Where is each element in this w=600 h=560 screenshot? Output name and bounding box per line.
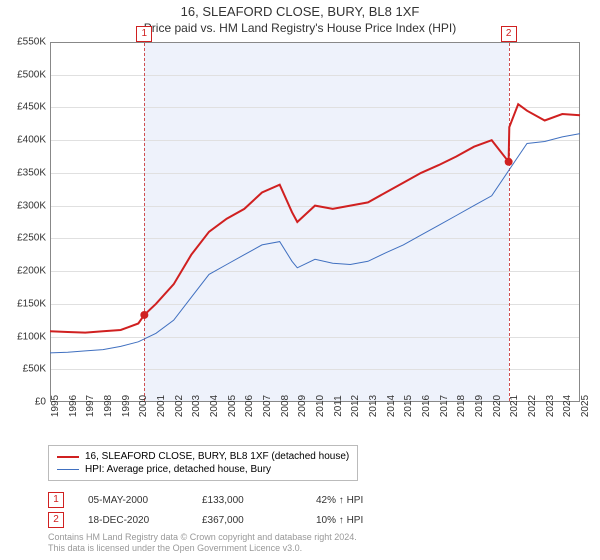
- x-axis-label: 2010: [315, 395, 326, 417]
- transaction-price: £367,000: [202, 515, 292, 526]
- x-axis-label: 2013: [368, 395, 379, 417]
- table-row: 2 18-DEC-2020 £367,000 10% ↑ HPI: [48, 510, 406, 530]
- x-axis-label: 2004: [209, 395, 220, 417]
- legend-label: 16, SLEAFORD CLOSE, BURY, BL8 1XF (detac…: [85, 451, 349, 462]
- marker-badge: 2: [48, 512, 64, 528]
- x-axis-label: 2012: [350, 395, 361, 417]
- x-axis-label: 2005: [227, 395, 238, 417]
- y-axis-label: £100K: [17, 331, 46, 342]
- x-axis-label: 2002: [174, 395, 185, 417]
- x-axis-label: 2009: [297, 395, 308, 417]
- x-axis-label: 1998: [103, 395, 114, 417]
- y-axis-label: £250K: [17, 233, 46, 244]
- x-axis-label: 2007: [262, 395, 273, 417]
- x-axis-label: 1997: [85, 395, 96, 417]
- transaction-price: £133,000: [202, 495, 292, 506]
- y-axis-label: £500K: [17, 69, 46, 80]
- y-axis-label: £50K: [23, 364, 46, 375]
- y-axis-label: £550K: [17, 37, 46, 48]
- footer-line: This data is licensed under the Open Gov…: [48, 543, 357, 554]
- series-line: [50, 104, 580, 332]
- page-title: 16, SLEAFORD CLOSE, BURY, BL8 1XF: [0, 0, 600, 19]
- x-axis-label: 2011: [333, 395, 344, 417]
- x-axis-label: 2018: [456, 395, 467, 417]
- marker-badge: 1: [48, 492, 64, 508]
- legend-label: HPI: Average price, detached house, Bury: [85, 464, 271, 475]
- data-point-marker: [505, 158, 513, 166]
- x-axis-label: 2025: [580, 395, 591, 417]
- x-axis-label: 2023: [545, 395, 556, 417]
- x-axis-label: 2021: [509, 395, 520, 417]
- legend-swatch: [57, 469, 79, 470]
- y-axis-label: £200K: [17, 266, 46, 277]
- transaction-date: 05-MAY-2000: [88, 495, 178, 506]
- y-axis-label: £400K: [17, 135, 46, 146]
- x-axis-label: 2020: [492, 395, 503, 417]
- legend: 16, SLEAFORD CLOSE, BURY, BL8 1XF (detac…: [48, 445, 358, 481]
- y-axis-label: £150K: [17, 298, 46, 309]
- reference-marker: 2: [501, 26, 517, 42]
- x-axis-label: 2022: [527, 395, 538, 417]
- x-axis-label: 2000: [138, 395, 149, 417]
- transaction-delta: 10% ↑ HPI: [316, 515, 406, 526]
- x-axis-label: 2019: [474, 395, 485, 417]
- x-axis-label: 2017: [439, 395, 450, 417]
- footer-line: Contains HM Land Registry data © Crown c…: [48, 532, 357, 543]
- x-axis-label: 2006: [244, 395, 255, 417]
- x-axis-label: 1995: [50, 395, 61, 417]
- line-plot: [50, 42, 580, 402]
- series-line: [50, 134, 580, 353]
- reference-marker: 1: [136, 26, 152, 42]
- transaction-table: 1 05-MAY-2000 £133,000 42% ↑ HPI 2 18-DE…: [48, 490, 406, 530]
- y-axis-label: £300K: [17, 200, 46, 211]
- y-axis-label: £0: [35, 397, 46, 408]
- y-axis-label: £350K: [17, 167, 46, 178]
- legend-item: HPI: Average price, detached house, Bury: [57, 463, 349, 476]
- footer-attribution: Contains HM Land Registry data © Crown c…: [48, 532, 357, 554]
- y-axis-label: £450K: [17, 102, 46, 113]
- legend-item: 16, SLEAFORD CLOSE, BURY, BL8 1XF (detac…: [57, 450, 349, 463]
- transaction-date: 18-DEC-2020: [88, 515, 178, 526]
- chart: 12 £0£50K£100K£150K£200K£250K£300K£350K£…: [50, 42, 580, 402]
- transaction-delta: 42% ↑ HPI: [316, 495, 406, 506]
- x-axis-label: 2014: [386, 395, 397, 417]
- x-axis-label: 2015: [403, 395, 414, 417]
- x-axis-label: 2016: [421, 395, 432, 417]
- data-point-marker: [140, 311, 148, 319]
- x-axis-label: 2001: [156, 395, 167, 417]
- table-row: 1 05-MAY-2000 £133,000 42% ↑ HPI: [48, 490, 406, 510]
- x-axis-label: 2024: [562, 395, 573, 417]
- legend-swatch: [57, 456, 79, 458]
- x-axis-label: 1999: [121, 395, 132, 417]
- x-axis-label: 1996: [68, 395, 79, 417]
- x-axis-label: 2008: [280, 395, 291, 417]
- x-axis-label: 2003: [191, 395, 202, 417]
